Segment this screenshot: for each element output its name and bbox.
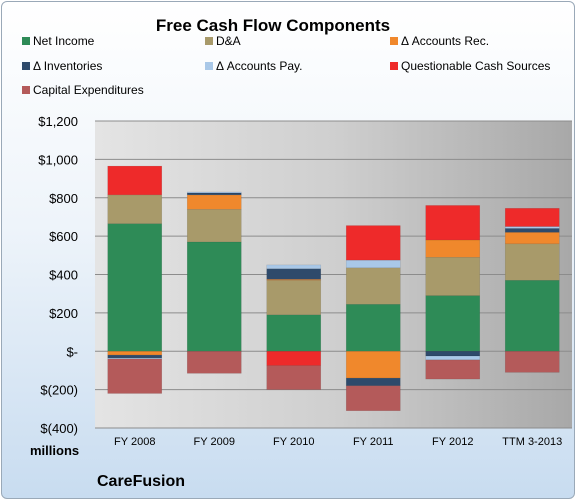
bar-segment [186, 194, 242, 210]
bar-segment [266, 314, 322, 352]
bar-segment [345, 385, 401, 411]
legend-swatch [390, 37, 398, 45]
bar-segment [504, 228, 560, 233]
bar-segment [425, 355, 481, 361]
bar-segment [345, 303, 401, 352]
bar-segment [266, 268, 322, 280]
legend-swatch [22, 62, 30, 70]
y-tick-label: $(200) [40, 383, 78, 398]
bar-segment [425, 256, 481, 296]
bar-segment [425, 295, 481, 352]
y-tick-label: $200 [49, 306, 78, 321]
bar-segment [504, 232, 560, 245]
bar-segment [107, 194, 163, 224]
bar-segment [186, 241, 242, 352]
bar-segment [107, 351, 163, 356]
y-tick-label: $(400) [40, 421, 78, 436]
bar-segment [107, 354, 163, 359]
x-tick-label: TTM 3-2013 [502, 436, 562, 448]
bar-segment [345, 259, 401, 269]
legend-swatch [390, 62, 398, 70]
bar-segment [345, 225, 401, 261]
y-tick-label: $1,000 [38, 152, 78, 167]
bar-segment [107, 165, 163, 196]
bar-segment [266, 264, 322, 269]
y-tick-label: $600 [49, 229, 78, 244]
bar-segment [504, 208, 560, 227]
legend-label: Questionable Cash Sources [401, 59, 550, 73]
bar-segment [345, 267, 401, 305]
x-tick-label: FY 2012 [432, 436, 473, 448]
bar-segment [504, 243, 560, 281]
bar-segment [504, 280, 560, 352]
x-tick-label: FY 2008 [114, 436, 155, 448]
bar-segment [266, 351, 322, 366]
plot-area: $(400) $(200) $- $200 $400 $600 $800 $1,000 $1,2… [38, 114, 572, 448]
bar-segment [266, 365, 322, 390]
legend: Net Income D&A Δ Accounts Rec. Δ Inventorie… [22, 34, 550, 97]
x-tick-label: FY 2011 [353, 436, 394, 448]
y-tick-label: $400 [49, 268, 78, 283]
legend-label: D&A [216, 34, 241, 48]
legend-swatch [205, 62, 213, 70]
legend-swatch [22, 86, 30, 94]
bar-segment [504, 226, 560, 229]
bar-segment [425, 351, 481, 357]
legend-label: Δ Accounts Pay. [216, 59, 303, 73]
legend-label: Capital Expenditures [33, 83, 144, 97]
bar-segment [186, 209, 242, 243]
bar-segment [107, 358, 163, 394]
y-tick-label: $1,200 [38, 114, 78, 129]
bar-segment [186, 192, 242, 196]
bar-segment [186, 191, 242, 194]
bar-segment [107, 223, 163, 352]
x-tick-label: FY 2009 [194, 436, 235, 448]
bar-segment [425, 359, 481, 380]
y-tick-label: $- [66, 344, 78, 359]
units-label: millions [30, 443, 79, 458]
legend-label: Δ Inventories [33, 59, 102, 73]
bar-segment [504, 351, 560, 373]
x-tick-label: FY 2010 [273, 436, 314, 448]
bar-segment [425, 205, 481, 241]
y-tick-label: $800 [49, 191, 78, 206]
legend-swatch [22, 37, 30, 45]
bar-segment [425, 239, 481, 258]
bar-segment [345, 351, 401, 379]
bar-segment [266, 280, 322, 316]
bar-segment [186, 351, 242, 374]
company-label: CareFusion [97, 473, 185, 490]
chart-title: Free Cash Flow Components [156, 16, 390, 35]
legend-label: Δ Accounts Rec. [401, 34, 489, 48]
bar-segment [345, 377, 401, 387]
legend-label: Net Income [33, 34, 95, 48]
legend-swatch [205, 37, 213, 45]
